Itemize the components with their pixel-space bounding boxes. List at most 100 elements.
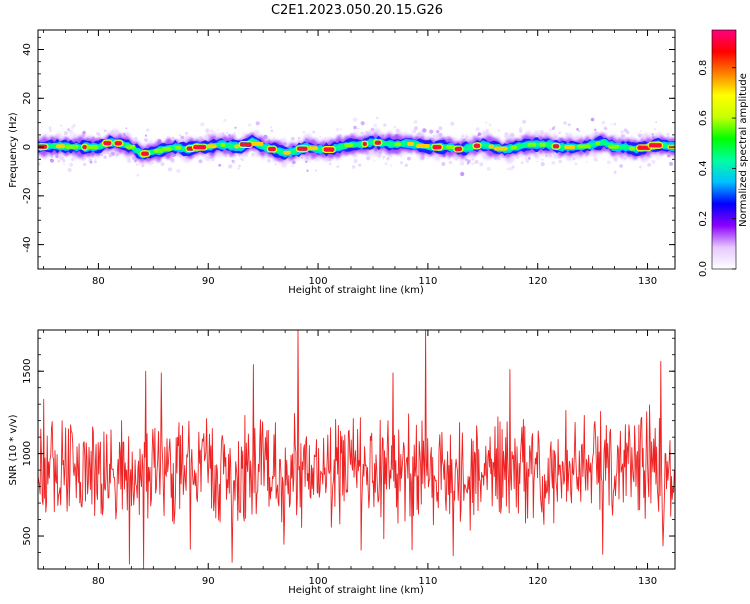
spectrogram-speckle: [239, 157, 242, 160]
spectrogram-speckle: [549, 128, 552, 131]
spectrogram-speckle: [400, 161, 403, 165]
spectrogram-speckle: [145, 128, 150, 132]
snr-ylabel: SNR (10 * v/v): [8, 414, 19, 485]
spectrogram-speckle: [231, 159, 236, 164]
spectrogram-speckle: [96, 132, 100, 136]
spectrogram-speckle: [601, 120, 606, 125]
ridge-hotspot-rim: [322, 146, 336, 153]
spectrogram-speckle: [94, 160, 97, 164]
spectrogram-speckle: [336, 166, 339, 169]
spectrogram-speckle: [485, 121, 488, 124]
spectrogram-speckle: [103, 129, 107, 133]
spectrogram-speckle: [393, 125, 396, 129]
spectrogram-ytick-label: 0: [22, 144, 33, 150]
spectrogram-speckle: [48, 126, 52, 130]
spectrogram-speckle: [125, 127, 128, 130]
spectrogram-speckle: [448, 160, 453, 165]
spectrogram-speckle: [373, 159, 376, 162]
spectrogram-xtick-label: 90: [202, 276, 215, 287]
spectrogram-speckle: [461, 134, 465, 138]
spectrogram-ticks: 80 90 100 110 120 130 -40 -20 0 20 40: [22, 30, 675, 287]
spectrogram-speckle: [651, 159, 656, 164]
snr-ytick-label: 1000: [22, 441, 33, 466]
spectrogram-speckle: [437, 129, 440, 133]
spectrogram-speckle: [613, 170, 617, 174]
spectrogram-speckle: [193, 156, 196, 159]
spectrogram-speckle: [63, 163, 65, 166]
spectrogram-speckle: [144, 138, 148, 142]
ridge-hotspot: [374, 140, 381, 145]
colorbar: 0.0 0.2 0.4 0.6 0.8 Normalized spectral ampl…: [698, 29, 749, 277]
spectrogram-speckle: [319, 136, 322, 138]
snr-xtick-label: 120: [528, 576, 547, 587]
spectrogram-speckle: [205, 128, 210, 133]
spectrogram-speckle: [606, 160, 611, 165]
ridge-hotspot-rim: [38, 143, 49, 151]
spectrogram-speckle: [618, 164, 623, 168]
ridge-hotspot-rim: [139, 150, 151, 158]
spectrogram-speckle: [567, 123, 571, 127]
spectrogram-speckle: [441, 162, 446, 166]
spectrogram-speckle: [255, 121, 260, 126]
snr-xtick-label: 90: [202, 576, 215, 587]
spectrogram-speckle: [328, 162, 332, 166]
spectrogram-speckle: [38, 162, 41, 166]
spectrogram-speckle: [237, 167, 240, 170]
spectrogram-speckle: [413, 126, 419, 131]
spectrogram-speckle: [613, 122, 617, 126]
spectrogram-speckle: [586, 160, 588, 163]
spectrogram-speckle: [217, 129, 219, 131]
ridge-hotspot-rim: [431, 143, 444, 151]
ridge-hotspot: [362, 142, 367, 146]
spectrogram-marks: [38, 116, 675, 177]
spectrogram-speckle: [638, 165, 643, 169]
spectrogram-speckle: [50, 158, 54, 163]
ridge-hotspot: [220, 143, 226, 147]
spectrogram-speckle: [101, 154, 103, 156]
spectrogram-speckle: [335, 127, 340, 131]
spectrogram-speckle: [234, 126, 237, 129]
ridge-hotspot: [628, 146, 635, 151]
snr-xlabel: Height of straight line (km): [288, 585, 424, 596]
spectrogram-speckle: [353, 159, 358, 164]
spectrogram-speckle: [610, 123, 613, 126]
spectrogram-speckle: [339, 128, 342, 131]
spectrogram-speckle: [488, 123, 492, 127]
ridge-hotspot: [539, 142, 546, 147]
spectrogram-speckle: [63, 131, 68, 136]
ridge-hotspot: [193, 145, 207, 150]
spectrogram-speckle: [337, 165, 339, 168]
spectrogram-speckle: [69, 162, 73, 167]
spectrogram-speckle: [603, 126, 608, 131]
spectrogram-speckle: [199, 136, 203, 140]
spectrogram-speckle: [297, 136, 301, 140]
spectrogram-speckle: [436, 130, 440, 134]
spectrogram-speckle: [647, 163, 651, 167]
spectrogram-speckle: [184, 131, 188, 135]
spectrogram-speckle: [360, 131, 364, 135]
colorbar-tick-label: 0.6: [698, 110, 709, 126]
spectrogram-speckle: [450, 121, 455, 126]
snr-xtick-label: 100: [309, 576, 328, 587]
spectrogram-speckle: [247, 123, 252, 127]
spectrogram-speckle: [637, 133, 642, 138]
snr-xtick-label: 130: [638, 576, 657, 587]
spectrogram-speckle: [291, 160, 296, 165]
spectrogram-speckle: [438, 126, 443, 131]
spectrogram-speckle: [460, 171, 465, 177]
ridge-hotspot: [207, 144, 217, 149]
spectrogram-speckle: [509, 166, 513, 171]
spectrogram-speckle: [274, 163, 277, 166]
colorbar-tick-label: 0.2: [698, 211, 709, 227]
ridge-hotspot: [510, 145, 518, 150]
spectrogram-speckle: [593, 157, 598, 162]
spectrogram-speckle: [144, 134, 148, 137]
spectrogram-ytick-label: -40: [22, 236, 33, 252]
spectrogram-speckle: [511, 165, 515, 169]
spectrogram-speckle: [376, 116, 379, 120]
spectrogram-speckle: [238, 154, 241, 157]
spectrogram-speckle: [360, 121, 363, 124]
spectrogram-speckle: [551, 161, 556, 165]
